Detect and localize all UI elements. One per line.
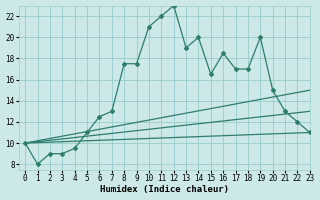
- X-axis label: Humidex (Indice chaleur): Humidex (Indice chaleur): [100, 185, 229, 194]
